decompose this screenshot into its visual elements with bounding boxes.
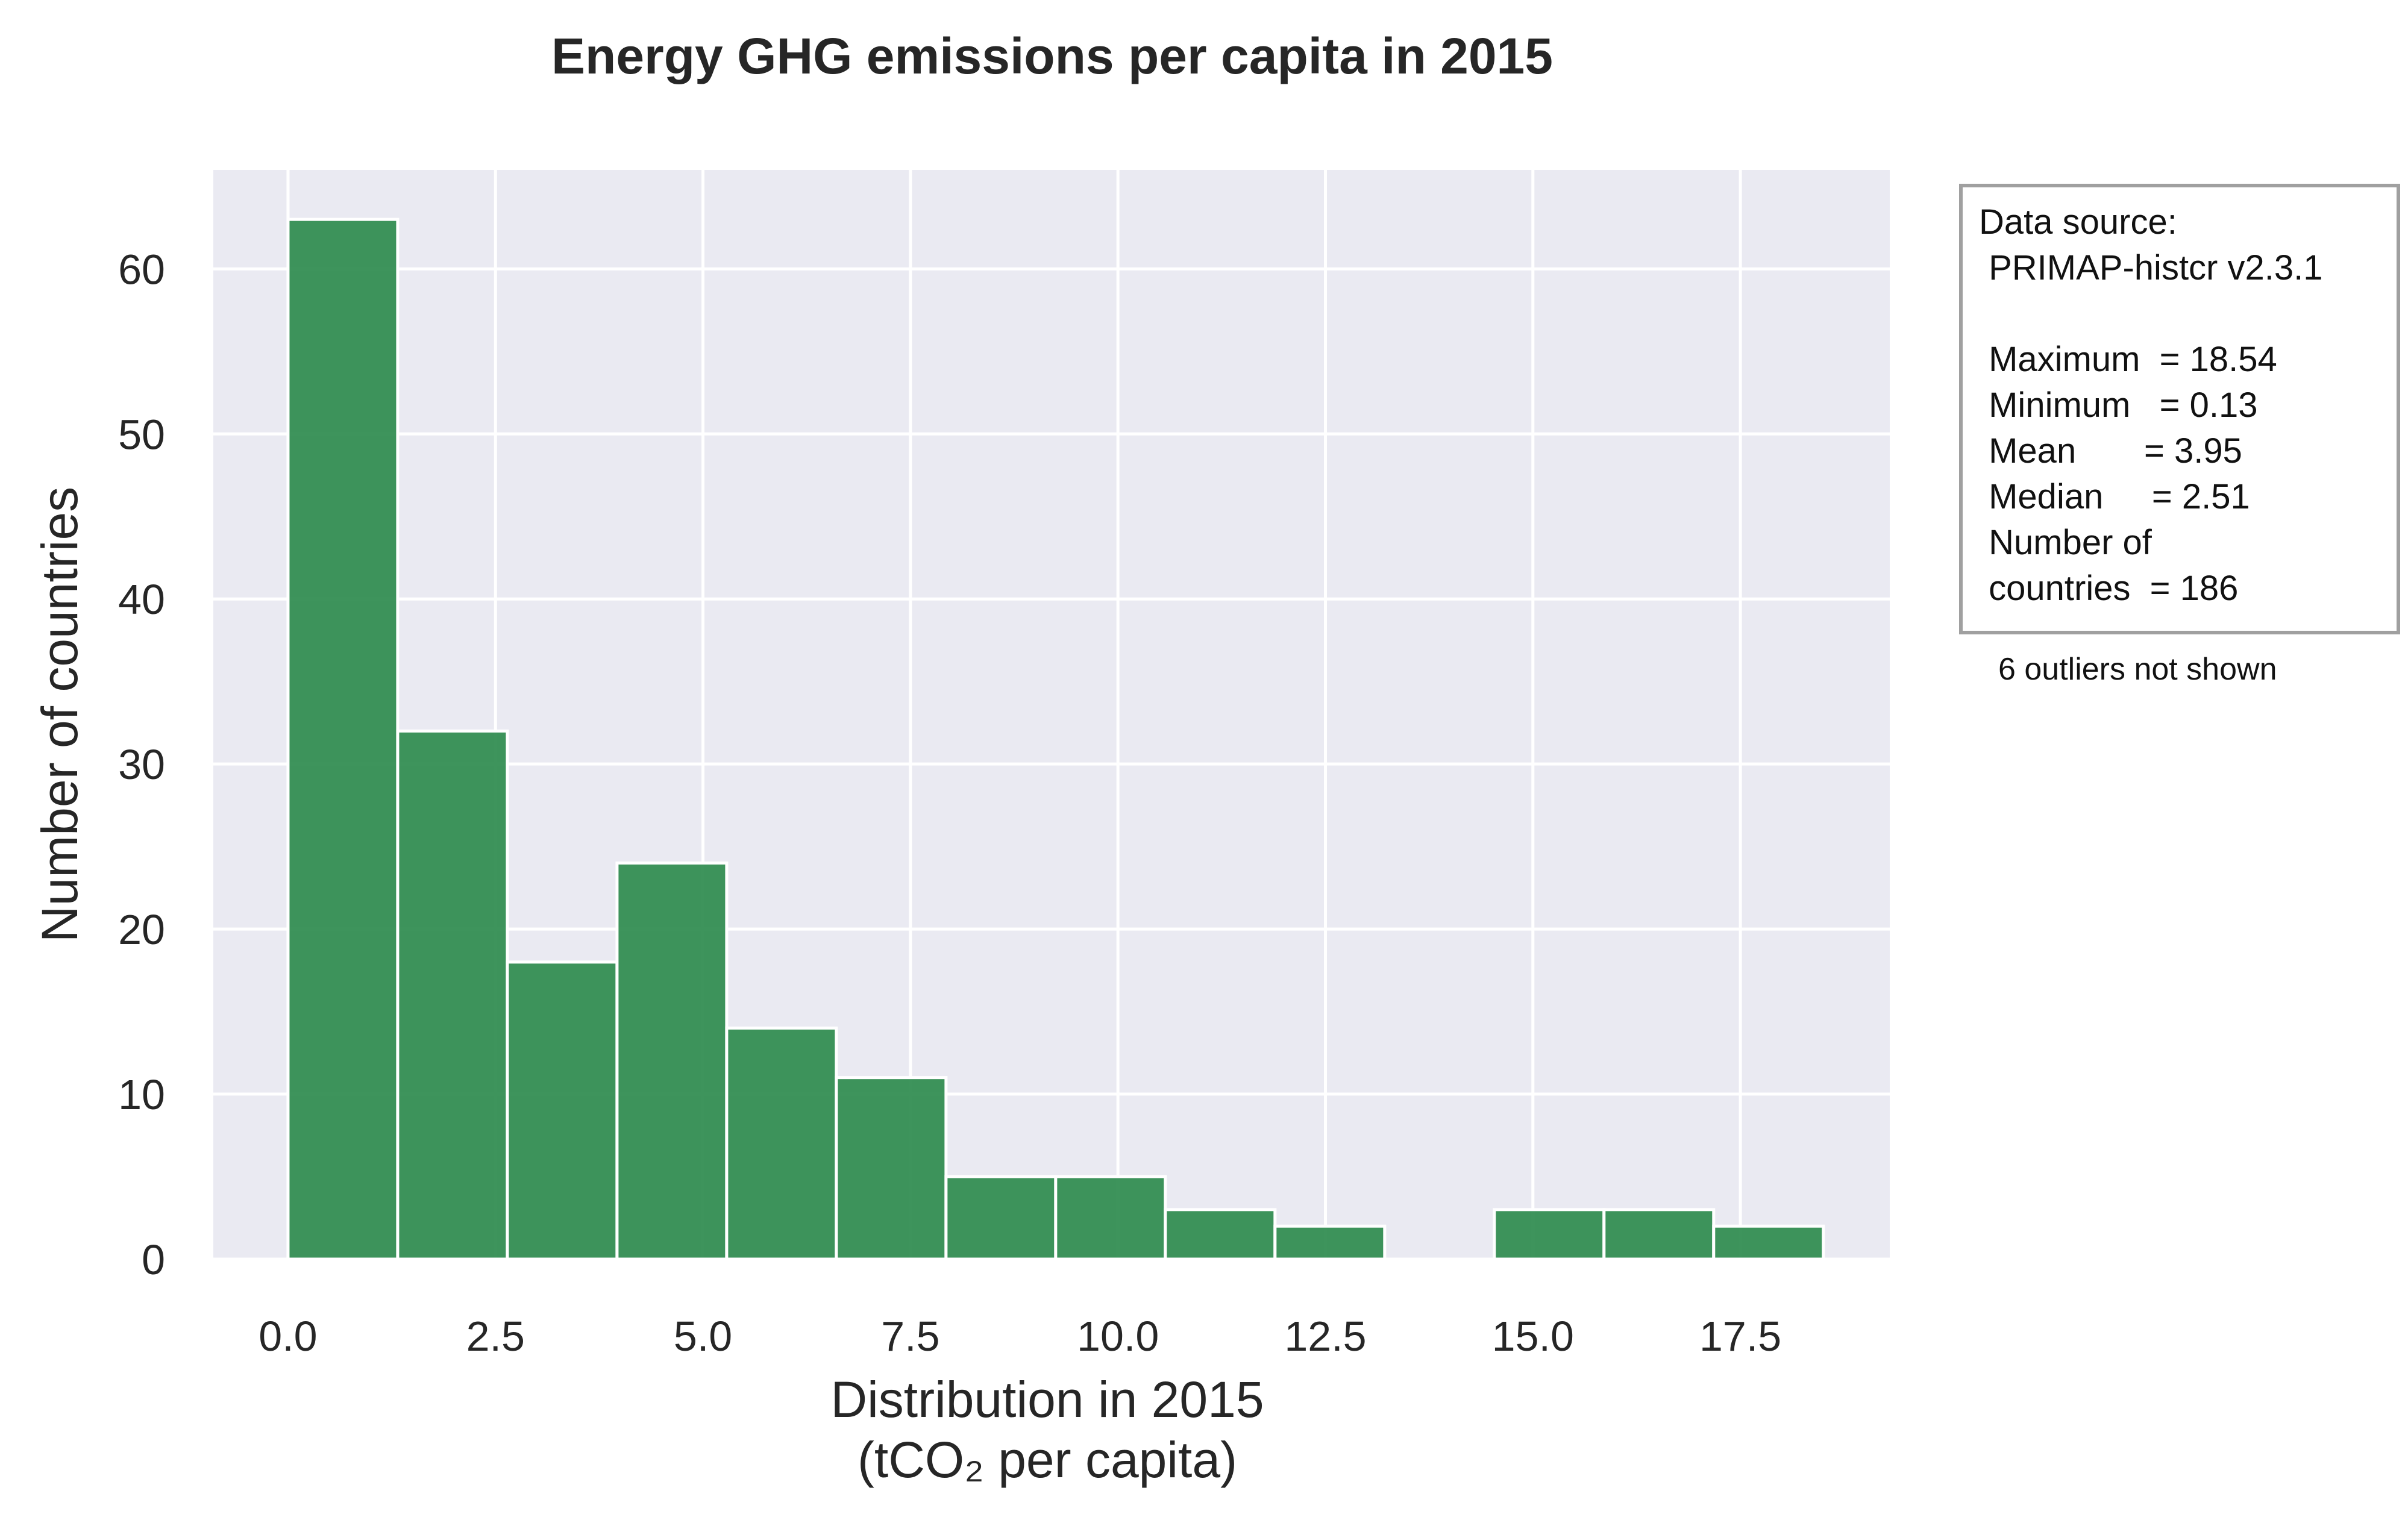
y-tick-label: 0 bbox=[142, 1236, 165, 1283]
histogram-bar bbox=[506, 960, 619, 1261]
stats-line: Maximum = 18.54 bbox=[1979, 340, 2277, 379]
histogram-bar bbox=[1602, 1208, 1716, 1261]
stats-box bbox=[1959, 184, 2400, 634]
y-tick-label: 50 bbox=[118, 411, 165, 458]
x-tick-label: 7.5 bbox=[881, 1313, 939, 1360]
stats-line: Number of bbox=[1979, 523, 2152, 562]
x-axis-label: Distribution in 2015 bbox=[830, 1371, 1264, 1428]
x-tick-labels: 0.0 2.5 5.0 7.5 10.0 12.5 15.0 17.5 bbox=[259, 1313, 1781, 1360]
histogram-bar bbox=[396, 729, 509, 1261]
histogram-bar bbox=[1493, 1208, 1606, 1261]
y-tick-label: 20 bbox=[118, 906, 165, 953]
y-tick-label: 40 bbox=[118, 576, 165, 623]
x-tick-label: 15.0 bbox=[1492, 1313, 1574, 1360]
y-tick-label: 60 bbox=[118, 246, 165, 293]
x-tick-label: 17.5 bbox=[1699, 1313, 1781, 1360]
x-tick-label: 12.5 bbox=[1284, 1313, 1366, 1360]
stats-line: Data source: bbox=[1979, 202, 2177, 242]
stats-line: Mean = 3.95 bbox=[1979, 431, 2242, 471]
y-tick-label: 10 bbox=[118, 1071, 165, 1118]
stats-line: PRIMAP-histcr v2.3.1 bbox=[1979, 248, 2322, 287]
y-tick-labels: 0 10 20 30 40 50 60 bbox=[118, 246, 165, 1283]
stats-line: Median = 2.51 bbox=[1979, 477, 2250, 516]
x-tick-label: 5.0 bbox=[674, 1313, 732, 1360]
histogram-bar bbox=[835, 1076, 948, 1261]
histogram-bars bbox=[286, 217, 1825, 1261]
histogram-bar bbox=[1273, 1224, 1387, 1261]
y-axis-label: Number of countries bbox=[31, 487, 88, 942]
y-tick-label: 30 bbox=[118, 741, 165, 788]
x-axis-label-units: (tCO₂ per capita) bbox=[858, 1431, 1237, 1488]
histogram-bar bbox=[1164, 1208, 1277, 1261]
outliers-note: 6 outliers not shown bbox=[1998, 652, 2277, 687]
x-tick-label: 0.0 bbox=[259, 1313, 317, 1360]
histogram-bar bbox=[1712, 1224, 1825, 1261]
stats-line: countries = 186 bbox=[1979, 569, 2238, 608]
x-tick-label: 2.5 bbox=[466, 1313, 525, 1360]
histogram-bar bbox=[1054, 1175, 1167, 1261]
stats-line: Minimum = 0.13 bbox=[1979, 386, 2258, 425]
chart-title: Energy GHG emissions per capita in 2015 bbox=[551, 28, 1553, 84]
histogram-bar bbox=[615, 862, 729, 1261]
histogram-bar bbox=[944, 1175, 1058, 1261]
grid-lines bbox=[213, 170, 1890, 1261]
histogram-bar bbox=[725, 1026, 838, 1261]
stats-box-text: Data source: PRIMAP-histcr v2.3.1 Maximu… bbox=[1979, 202, 2322, 608]
histogram-bar bbox=[286, 217, 400, 1261]
x-tick-label: 10.0 bbox=[1077, 1313, 1159, 1360]
